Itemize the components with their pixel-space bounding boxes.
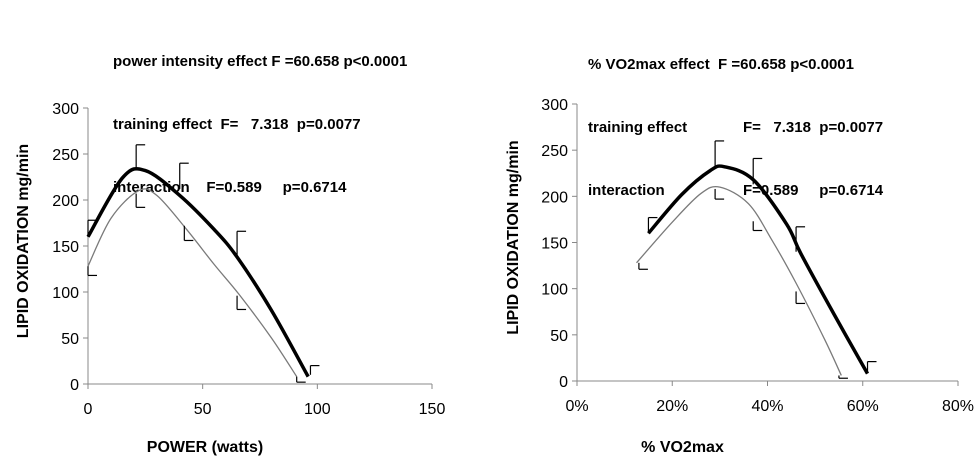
series-line-thin <box>87 188 298 377</box>
x-tick-label: 80% <box>942 398 974 415</box>
series-line-thick <box>86 166 310 378</box>
y-tick-label: 150 <box>52 239 79 256</box>
y-tick-label: 100 <box>541 282 568 299</box>
x-tick-label: 50 <box>194 401 212 418</box>
stats-line: training effect F= 7.318 p=0.0077 <box>113 116 361 133</box>
y-tick-label: 250 <box>541 143 568 160</box>
y-axis-label: LIPID OXIDATION mg/min <box>505 140 522 334</box>
stats-line: power intensity effect F =60.658 p<0.000… <box>113 53 408 70</box>
y-tick-label: 300 <box>541 97 568 114</box>
x-axis-label: % VO2max <box>641 439 724 456</box>
series-line-thin <box>636 185 842 376</box>
stats-annotation-left: power intensity effect F =60.658 p<0.000… <box>113 9 407 219</box>
x-tick-label: 60% <box>847 398 879 415</box>
x-tick-label: 150 <box>419 401 446 418</box>
y-tick-label: 200 <box>541 189 568 206</box>
y-tick-label: 0 <box>70 377 79 394</box>
stats-line: training effect F= 7.318 p=0.0077 <box>588 119 884 136</box>
y-tick-label: 50 <box>550 328 568 345</box>
y-tick-label: 250 <box>52 147 79 164</box>
y-tick-label: 0 <box>559 374 568 391</box>
y-tick-label: 150 <box>541 236 568 253</box>
stats-annotation-right: % VO2max effect F =60.658 p<0.0001 train… <box>588 12 883 222</box>
y-tick-label: 300 <box>52 101 79 118</box>
y-tick-label: 100 <box>52 285 79 302</box>
x-tick-label: 20% <box>656 398 688 415</box>
y-tick-label: 50 <box>61 331 79 348</box>
series-line-thick <box>647 164 870 375</box>
stats-line: interaction F=0.589 p=0.6714 <box>113 179 347 196</box>
stats-line: % VO2max effect F =60.658 p<0.0001 <box>588 56 854 73</box>
x-tick-label: 40% <box>751 398 783 415</box>
y-axis-label: LIPID OXIDATION mg/min <box>15 144 32 338</box>
x-tick-label: 0 <box>84 401 93 418</box>
x-tick-label: 0% <box>565 398 588 415</box>
stats-line: interaction F=0.589 p=0.6714 <box>588 182 884 199</box>
x-axis-label: POWER (watts) <box>147 439 263 456</box>
x-tick-label: 100 <box>304 401 331 418</box>
y-tick-label: 200 <box>52 193 79 210</box>
